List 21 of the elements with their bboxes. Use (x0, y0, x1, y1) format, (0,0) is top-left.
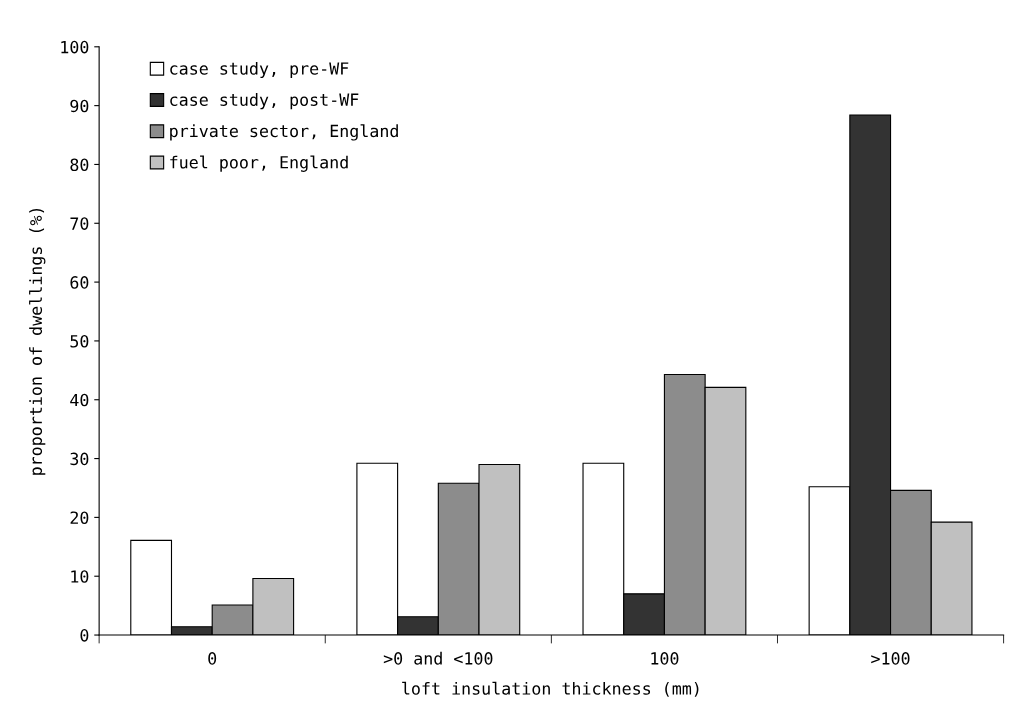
legend-label: private sector, England (170, 124, 398, 141)
x-tick-label: >0 and <100 (383, 651, 493, 665)
x-tick-label: >100 (871, 652, 910, 665)
y-tick-label: 70 (70, 217, 89, 230)
legend-label: fuel poor, England (170, 155, 348, 172)
y-tick-label: 100 (61, 40, 89, 54)
y-tick-label: 60 (70, 276, 89, 289)
legend-label: case study, pre-WF (170, 61, 349, 79)
x-axis-title: loft insulation thickness (mm) (402, 681, 699, 697)
y-tick-label: 10 (71, 570, 89, 583)
y-tick-label: 30 (70, 452, 89, 466)
y-tick-label: 80 (70, 158, 89, 172)
legend-label: case study, post-WF (170, 93, 359, 110)
y-tick-label: 0 (80, 629, 89, 642)
x-tick-label: 0 (208, 652, 217, 665)
y-tick-label: 90 (70, 99, 89, 113)
y-tick-label: 50 (70, 334, 89, 348)
x-tick-label: 100 (651, 652, 679, 665)
y-tick-label: 20 (70, 511, 89, 525)
y-tick-label: 40 (70, 393, 89, 407)
y-axis-title: proportion of dwellings (%) (29, 208, 46, 475)
